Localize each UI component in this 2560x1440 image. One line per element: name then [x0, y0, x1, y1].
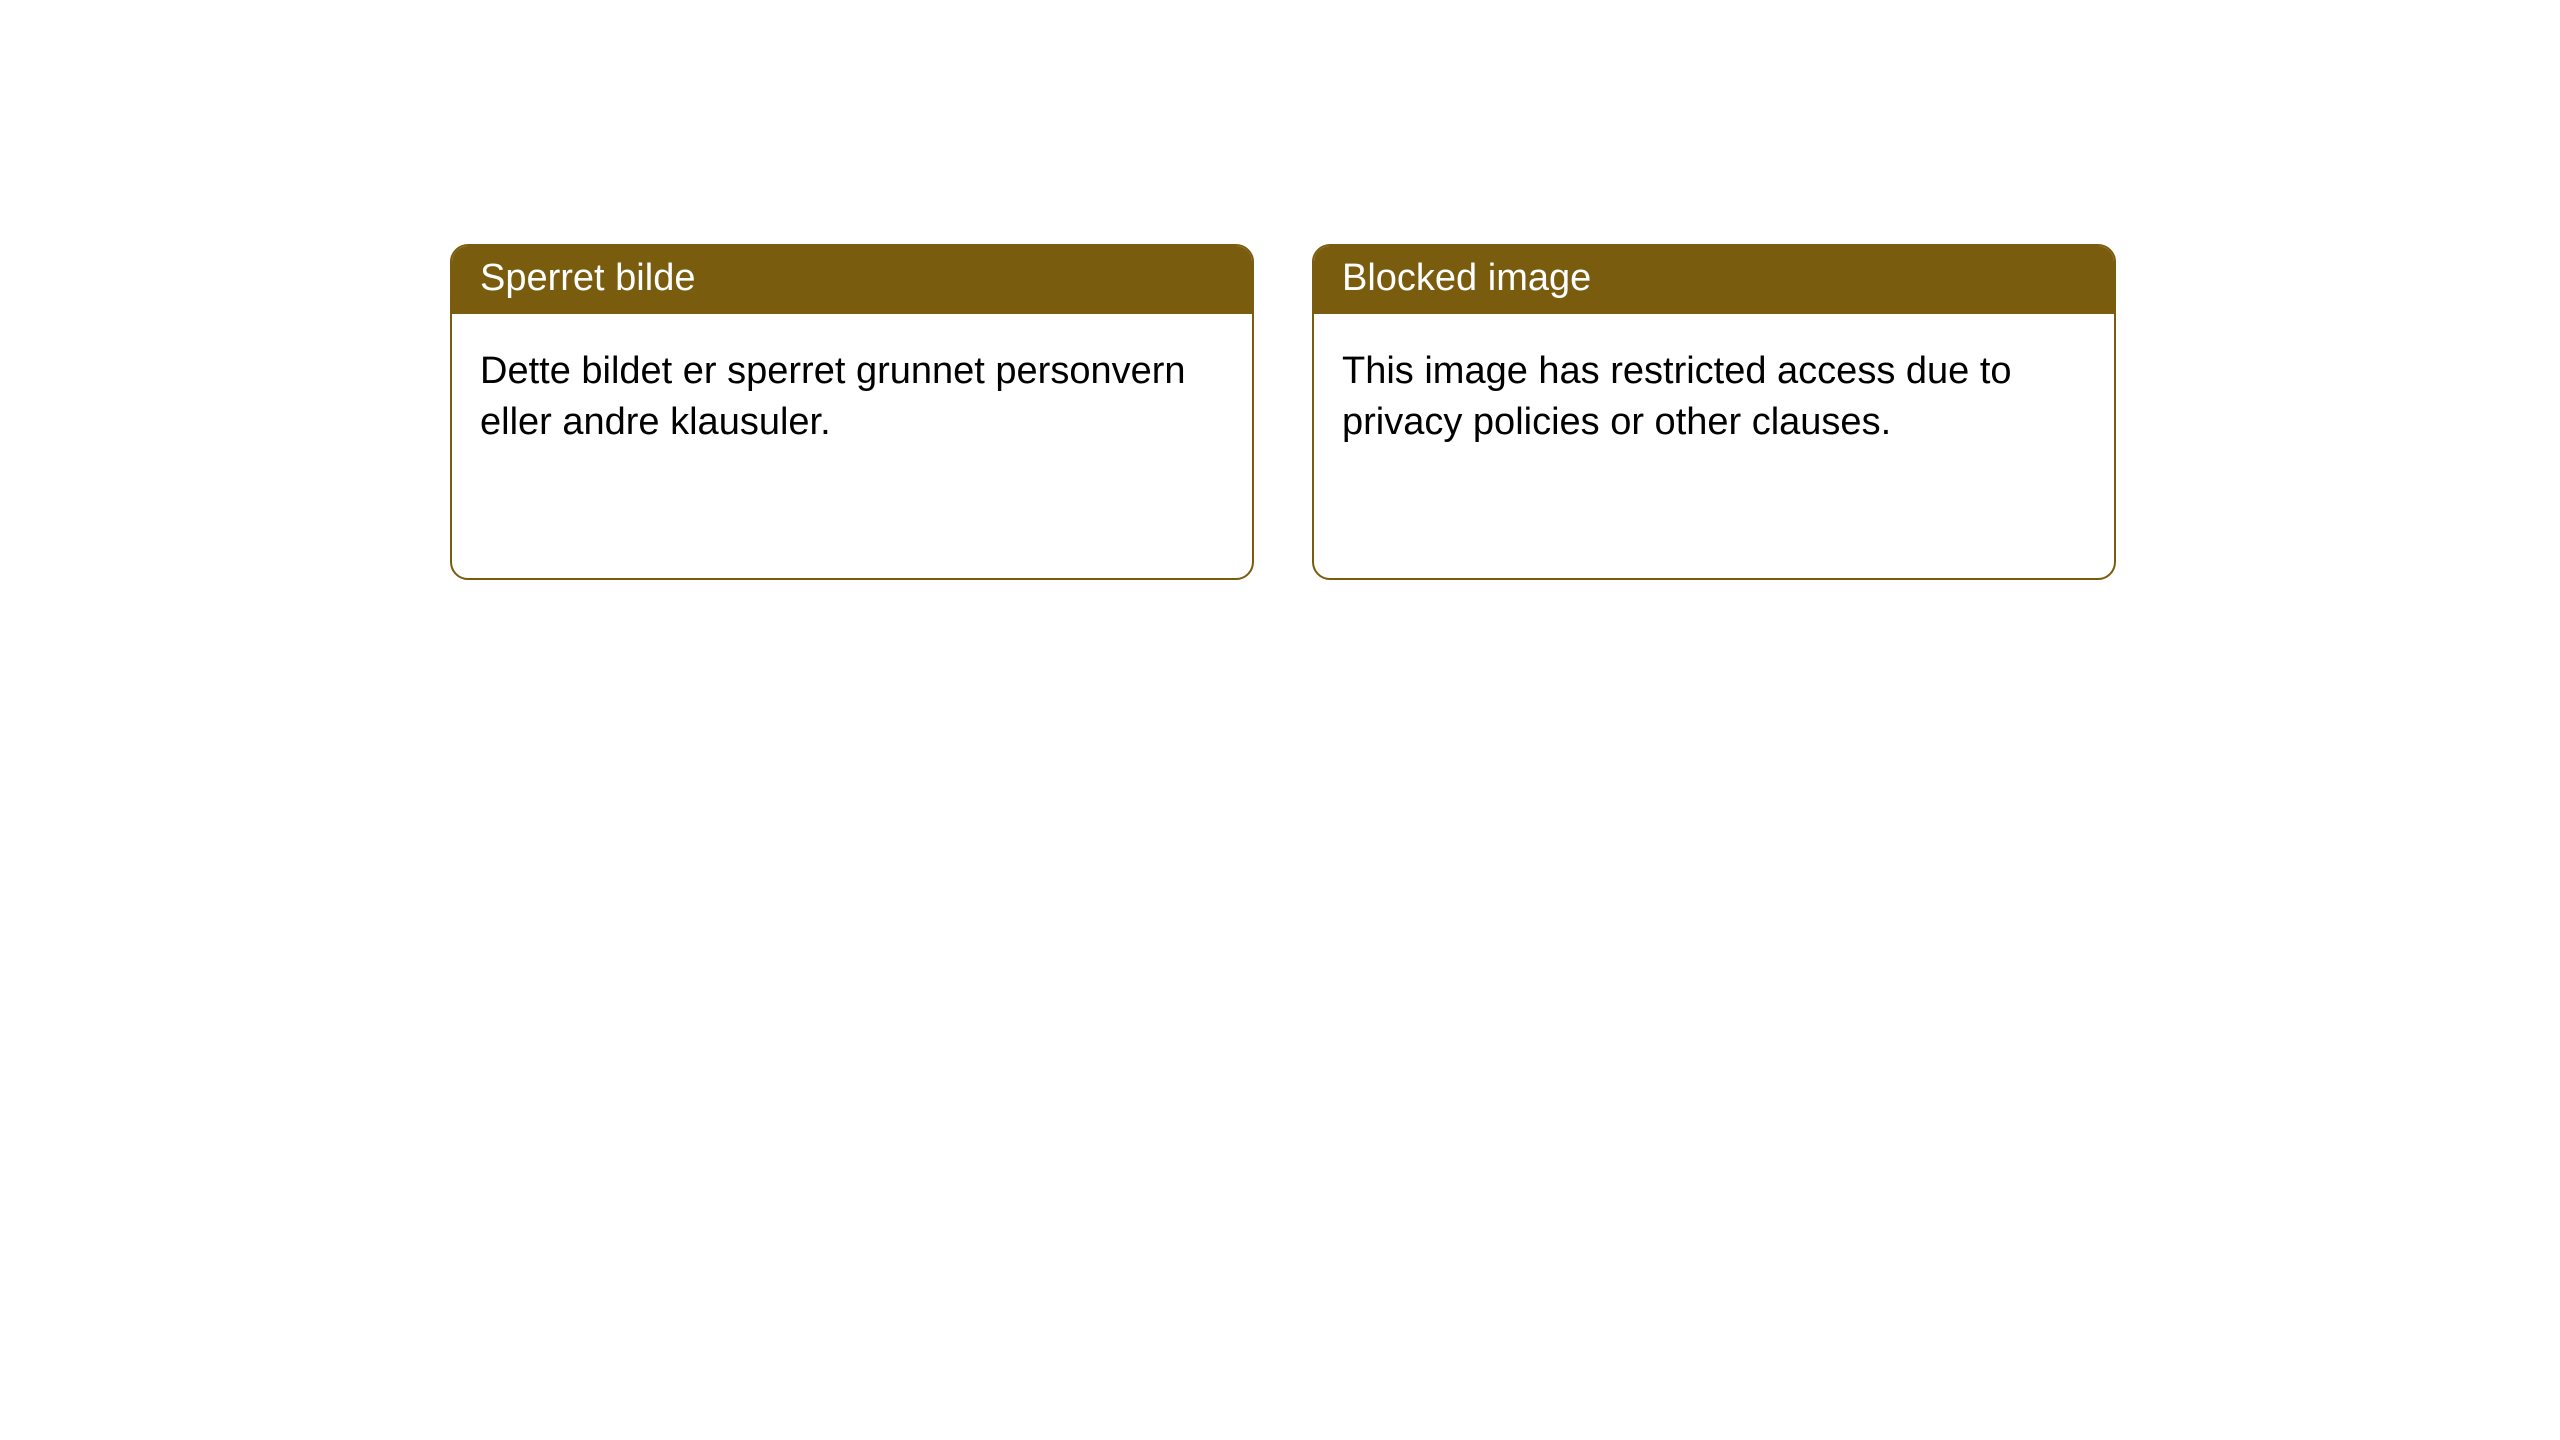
notice-body: This image has restricted access due to …	[1314, 314, 2114, 477]
notice-header: Sperret bilde	[452, 246, 1252, 314]
notice-header: Blocked image	[1314, 246, 2114, 314]
notice-container: Sperret bilde Dette bildet er sperret gr…	[450, 244, 2116, 580]
notice-card-norwegian: Sperret bilde Dette bildet er sperret gr…	[450, 244, 1254, 580]
notice-body: Dette bildet er sperret grunnet personve…	[452, 314, 1252, 477]
notice-card-english: Blocked image This image has restricted …	[1312, 244, 2116, 580]
